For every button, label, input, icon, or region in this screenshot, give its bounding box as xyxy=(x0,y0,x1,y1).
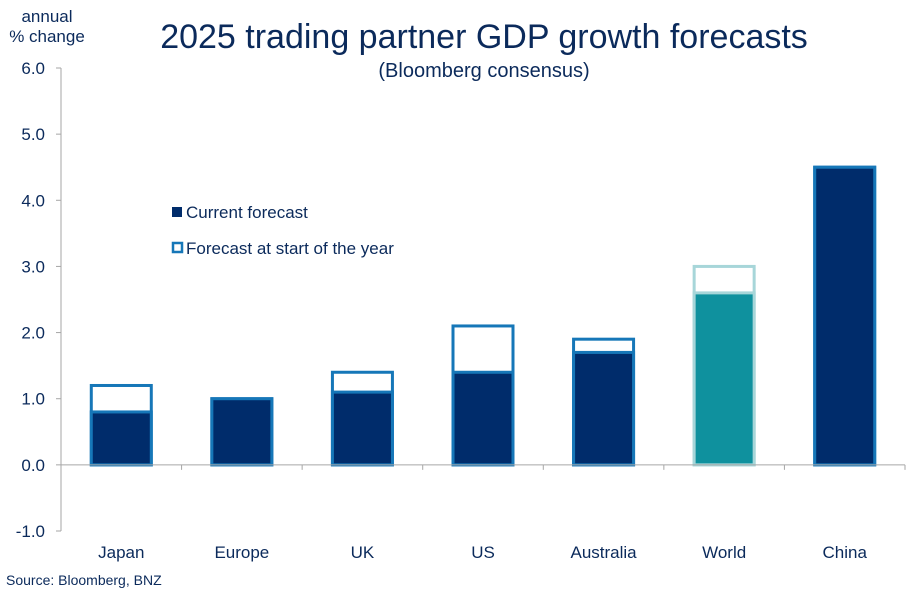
bar-current xyxy=(692,291,756,467)
x-category-label: China xyxy=(823,543,868,562)
legend: Current forecast Forecast at start of th… xyxy=(171,203,394,258)
y-tick-label: -1.0 xyxy=(16,522,45,541)
chart-title: 2025 trading partner GDP growth forecast… xyxy=(160,18,808,56)
x-axis-categories: Japan Europe UK US Australia World China xyxy=(98,543,867,562)
y-axis-label-line1: annual xyxy=(21,7,72,26)
y-axis-ticks: 6.0 5.0 4.0 3.0 2.0 1.0 0.0 -1.0 xyxy=(16,59,61,541)
bar-current xyxy=(451,370,515,467)
y-tick-label: 5.0 xyxy=(21,125,45,144)
x-category-label: US xyxy=(471,543,495,562)
bar-current xyxy=(572,350,636,467)
x-category-label: Australia xyxy=(571,543,638,562)
axes xyxy=(60,68,906,531)
bars xyxy=(89,165,877,467)
x-category-label: Europe xyxy=(214,543,269,562)
legend-swatch-start xyxy=(171,241,184,254)
y-tick-label: 6.0 xyxy=(21,59,45,78)
x-category-label: Japan xyxy=(98,543,144,562)
y-tick-label: 2.0 xyxy=(21,324,45,343)
bar-current xyxy=(89,410,153,467)
y-tick-label: 4.0 xyxy=(21,191,45,210)
legend-label-current: Current forecast xyxy=(186,203,308,222)
x-category-label: World xyxy=(702,543,746,562)
legend-label-start: Forecast at start of the year xyxy=(186,239,394,258)
y-tick-label: 3.0 xyxy=(21,257,45,276)
y-tick-label: 0.0 xyxy=(21,456,45,475)
legend-swatch-current xyxy=(172,207,182,217)
y-axis-label-line2: % change xyxy=(9,27,85,46)
bar-current xyxy=(210,397,274,467)
bar-current xyxy=(330,390,394,467)
source-note: Source: Bloomberg, BNZ xyxy=(6,572,162,588)
y-tick-label: 1.0 xyxy=(21,390,45,409)
bar-current xyxy=(813,165,877,467)
x-category-label: UK xyxy=(351,543,375,562)
chart-subtitle: (Bloomberg consensus) xyxy=(378,60,589,82)
